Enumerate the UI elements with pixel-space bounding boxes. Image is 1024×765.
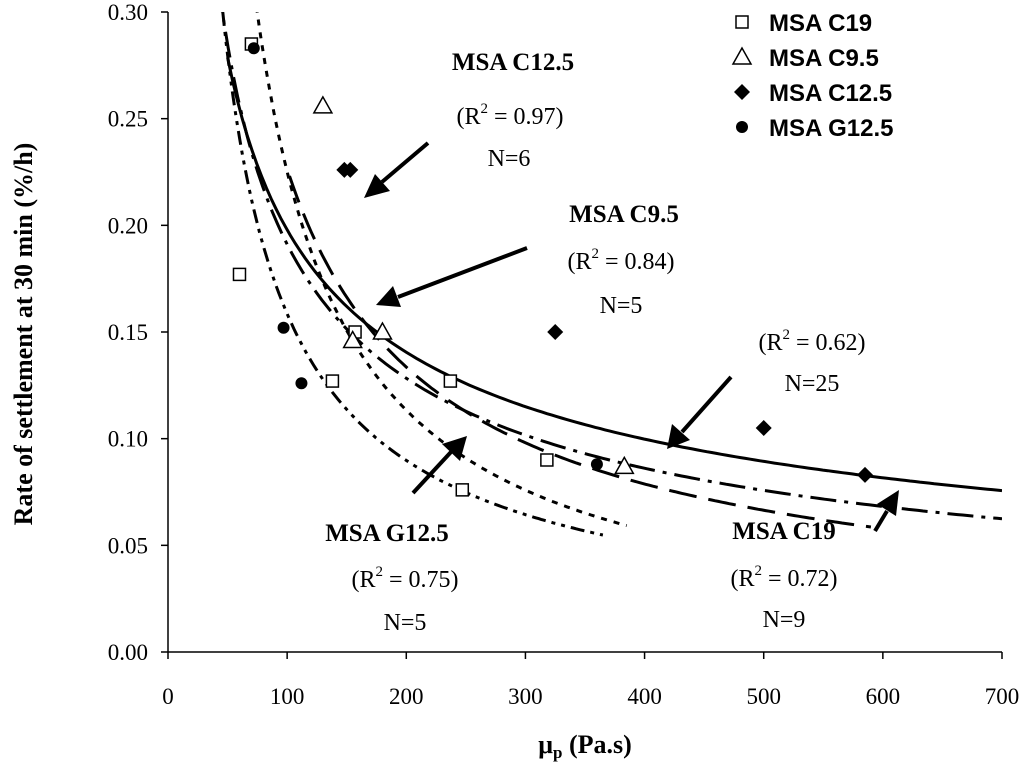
annotation-c95-n: N=5 <box>600 293 643 319</box>
annotation-c19: MSA C19 (R2 = 0.72) N=9 <box>730 518 837 633</box>
arrowhead-c19 <box>877 490 899 516</box>
y-tick-label: 0.20 <box>108 213 148 238</box>
x-tick-label: 400 <box>627 684 662 709</box>
arrow-c125 <box>380 141 430 184</box>
legend-label-msa-c19: MSA C19 <box>769 10 872 37</box>
point-msa-c19 <box>455 483 470 497</box>
arrowhead-all <box>667 424 690 449</box>
annotation-g125: MSA G12.5 (R2 = 0.75) N=5 <box>325 520 458 636</box>
fit-curve-all-data <box>226 57 1002 493</box>
y-tick-label: 0.15 <box>108 320 148 345</box>
point-msa-c9-5 <box>372 321 393 340</box>
point-msa-c12-5 <box>342 161 359 178</box>
y-axis-title: Rate of settlement at 30 min (%/h) <box>9 143 38 526</box>
y-ticks: 0.00 0.05 0.10 0.15 0.20 0.25 0.30 <box>108 0 168 665</box>
y-tick-label: 0.00 <box>108 640 148 665</box>
annotation-arrows <box>364 141 899 533</box>
annotation-c95: MSA C9.5 (R2 = 0.84) N=5 <box>567 201 678 319</box>
point-msa-c19 <box>540 453 554 467</box>
point-msa-c12-5 <box>755 420 772 436</box>
arrow-c95 <box>397 246 528 299</box>
legend-label-msa-g12-5: MSA G12.5 <box>769 115 894 142</box>
legend-label-msa-c9-5: MSA C9.5 <box>769 45 879 72</box>
annotation-g125-r2: (R2 = 0.75) <box>351 564 458 593</box>
point-msa-c19 <box>443 374 458 388</box>
point-msa-g12-5 <box>247 42 260 55</box>
legend-marker-msa-c12-5 <box>734 84 750 100</box>
y-tick-label: 0.05 <box>108 533 148 558</box>
point-msa-c9-5 <box>614 455 635 475</box>
point-msa-g12-5 <box>295 377 308 390</box>
legend-label-msa-c12-5: MSA C12.5 <box>769 80 892 107</box>
arrowhead-g125 <box>442 436 467 461</box>
annotation-c19-r2: (R2 = 0.72) <box>730 563 837 592</box>
annotation-c125: MSA C12.5 (R2 = 0.97) N=6 <box>452 49 574 172</box>
point-msa-c9-5 <box>312 95 334 114</box>
arrowhead-c95 <box>376 286 401 307</box>
x-ticks: 0 100 200 300 400 500 600 700 <box>162 652 1019 709</box>
arrow-g125 <box>411 450 453 495</box>
point-msa-c12-5 <box>547 324 564 340</box>
point-msa-c19 <box>325 374 340 388</box>
point-msa-c12-5 <box>856 466 873 483</box>
point-msa-c19 <box>232 267 247 282</box>
fit-curve-msa-c19 <box>220 12 1002 521</box>
y-tick-label: 0.25 <box>108 107 148 132</box>
legend-marker-msa-c9-5 <box>731 46 753 65</box>
x-tick-label: 100 <box>270 684 305 709</box>
annotation-g125-title: MSA G12.5 <box>325 520 449 547</box>
annotation-c19-title: MSA C19 <box>732 518 835 545</box>
x-axis-title: μp (Pa.s) <box>538 730 632 762</box>
annotation-c95-r2: (R2 = 0.84) <box>567 246 674 275</box>
x-tick-label: 0 <box>162 684 174 709</box>
legend-marker-msa-g12-5 <box>736 121 748 133</box>
y-tick-label: 0.30 <box>108 0 148 25</box>
annotation-c19-n: N=9 <box>763 607 806 633</box>
annotation-c95-title: MSA C9.5 <box>569 201 679 228</box>
arrowhead-c125 <box>364 174 390 198</box>
x-tick-label: 700 <box>985 684 1020 709</box>
x-tick-label: 500 <box>746 684 781 709</box>
fit-curve-msa-g12-5 <box>221 12 604 537</box>
point-msa-g12-5 <box>277 321 290 334</box>
annotation-all: (R2 = 0.62) N=25 <box>758 327 865 397</box>
x-tick-label: 200 <box>389 684 424 709</box>
x-tick-label: 300 <box>508 684 543 709</box>
legend-marker-msa-c19 <box>735 15 749 29</box>
data-markers <box>232 37 873 497</box>
annotation-all-r2: (R2 = 0.62) <box>758 327 865 356</box>
point-msa-c9-5 <box>342 330 363 349</box>
y-tick-label: 0.10 <box>108 427 148 452</box>
annotation-c125-r2: (R2 = 0.97) <box>456 101 563 130</box>
fit-curves <box>220 12 1002 537</box>
arrow-all <box>680 375 733 434</box>
annotation-c125-n: N=6 <box>488 146 531 172</box>
annotation-g125-n: N=5 <box>384 610 427 636</box>
arrow-c19 <box>873 509 889 533</box>
annotation-all-n: N=25 <box>785 371 840 397</box>
annotation-c125-title: MSA C12.5 <box>452 49 574 76</box>
x-tick-label: 600 <box>866 684 901 709</box>
point-msa-g12-5 <box>590 458 603 471</box>
legend: MSA C19 MSA C9.5 MSA C12.5 MSA G12.5 <box>731 10 894 142</box>
fit-curve-msa-c12-5 <box>288 175 872 529</box>
